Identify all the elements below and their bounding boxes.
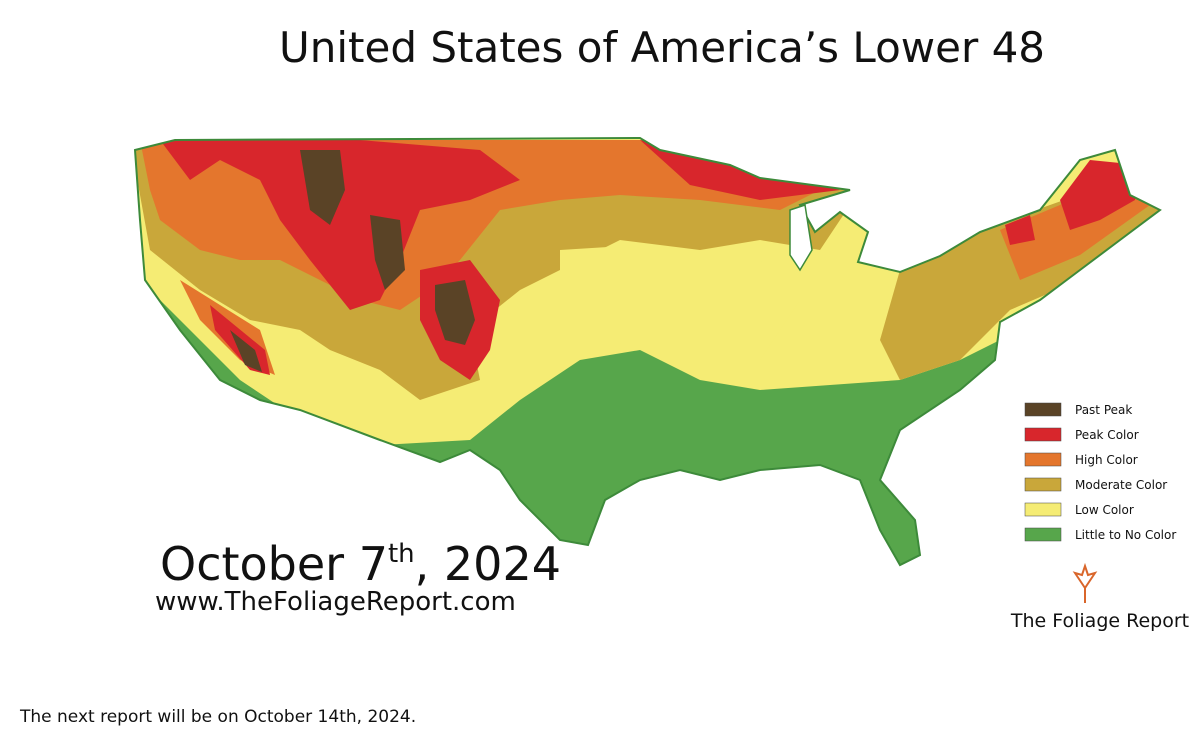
region-past-peak xyxy=(230,150,475,372)
region-low-inner xyxy=(195,160,800,360)
legend-label: Past Peak xyxy=(1075,403,1132,417)
legend-label: Little to No Color xyxy=(1075,528,1176,542)
date-year: , 2024 xyxy=(415,537,561,591)
legend-swatch xyxy=(1024,502,1062,517)
legend-label: Low Color xyxy=(1075,503,1134,517)
legend-swatch xyxy=(1024,527,1062,542)
foliage-map xyxy=(135,138,1160,565)
legend-swatch xyxy=(1024,452,1062,467)
lake-michigan xyxy=(789,204,813,272)
legend-label: High Color xyxy=(1075,453,1138,467)
title: United States of America’s Lower 48 xyxy=(279,23,1045,72)
leaf xyxy=(1072,562,1098,590)
legend: Past Peak Peak Color High Color Moderate Co… xyxy=(1024,402,1176,542)
legend-swatch xyxy=(1024,477,1062,492)
logo-icon xyxy=(1072,562,1098,603)
date-main: October 7 xyxy=(160,537,388,591)
logo-text: The Foliage Report xyxy=(1010,610,1189,632)
footer: The next report will be on October 14th,… xyxy=(19,707,416,727)
date-suffix: th xyxy=(388,539,415,569)
legend-label: Peak Color xyxy=(1075,428,1139,442)
legend-label: Moderate Color xyxy=(1075,478,1167,492)
region-peak xyxy=(160,140,1140,380)
legend-swatch xyxy=(1024,402,1062,417)
legend-swatch xyxy=(1024,427,1062,442)
report-date: October 7th, 2024 xyxy=(160,537,561,591)
website: www.TheFoliageReport.com xyxy=(155,587,516,617)
